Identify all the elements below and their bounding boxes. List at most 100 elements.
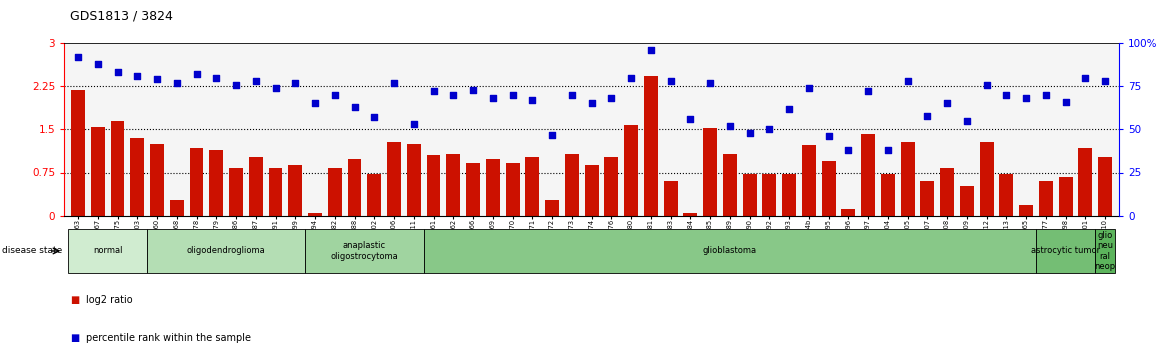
Point: [721, 123, 739, 129]
FancyBboxPatch shape: [68, 229, 147, 273]
Bar: [861, 134, 875, 216]
Bar: [624, 125, 638, 216]
Point: [109, 70, 127, 75]
Point: [741, 130, 759, 136]
Point: [621, 75, 640, 80]
Bar: [1098, 157, 1112, 216]
Bar: [901, 142, 915, 216]
Text: disease state: disease state: [2, 246, 63, 256]
Point: [424, 89, 443, 94]
Bar: [723, 154, 737, 216]
Point: [404, 121, 423, 127]
Point: [641, 47, 660, 53]
Bar: [1020, 205, 1033, 216]
Point: [227, 82, 245, 87]
Point: [1017, 96, 1036, 101]
Point: [898, 78, 917, 84]
Point: [464, 87, 482, 92]
Text: normal: normal: [93, 246, 123, 256]
Point: [602, 96, 620, 101]
FancyBboxPatch shape: [1036, 229, 1096, 273]
Bar: [703, 128, 717, 216]
Point: [306, 101, 325, 106]
Text: GDS1813 / 3824: GDS1813 / 3824: [70, 9, 173, 22]
Bar: [663, 181, 677, 216]
Bar: [348, 159, 361, 216]
Point: [661, 78, 680, 84]
Point: [858, 89, 877, 94]
Point: [780, 106, 799, 111]
Bar: [763, 174, 777, 216]
Point: [819, 134, 837, 139]
Point: [582, 101, 600, 106]
Text: anaplastic
oligostrocytoma: anaplastic oligostrocytoma: [331, 241, 398, 261]
Point: [997, 92, 1016, 98]
Point: [523, 97, 542, 103]
Point: [701, 80, 719, 86]
Bar: [249, 157, 263, 216]
Point: [543, 132, 562, 137]
Bar: [841, 209, 855, 216]
Bar: [802, 146, 815, 216]
Point: [128, 73, 147, 79]
Point: [207, 75, 225, 80]
Bar: [189, 148, 203, 216]
Point: [1096, 78, 1114, 84]
Bar: [526, 157, 540, 216]
Point: [978, 82, 996, 87]
Point: [167, 80, 186, 86]
Text: oligodendroglioma: oligodendroglioma: [187, 246, 265, 256]
Point: [364, 115, 383, 120]
Bar: [683, 213, 697, 216]
Bar: [822, 161, 835, 216]
Bar: [565, 154, 579, 216]
Bar: [426, 155, 440, 216]
Text: glio
neu
ral
neop: glio neu ral neop: [1094, 231, 1115, 271]
Point: [878, 147, 897, 153]
Bar: [269, 168, 283, 216]
Point: [444, 92, 463, 98]
Text: ■: ■: [70, 295, 79, 305]
Bar: [920, 181, 934, 216]
Bar: [328, 168, 342, 216]
FancyBboxPatch shape: [305, 229, 424, 273]
Bar: [91, 127, 105, 216]
Point: [1056, 99, 1075, 105]
Point: [346, 104, 364, 110]
Point: [938, 101, 957, 106]
Point: [1036, 92, 1055, 98]
Bar: [585, 165, 598, 216]
Point: [839, 147, 857, 153]
Point: [246, 78, 265, 84]
Bar: [783, 174, 797, 216]
Bar: [308, 213, 322, 216]
FancyBboxPatch shape: [1096, 229, 1115, 273]
Bar: [446, 154, 460, 216]
Point: [958, 118, 976, 124]
Text: log2 ratio: log2 ratio: [86, 295, 133, 305]
Bar: [980, 142, 994, 216]
Bar: [486, 159, 500, 216]
FancyBboxPatch shape: [147, 229, 305, 273]
Point: [503, 92, 522, 98]
Point: [89, 61, 107, 67]
Bar: [368, 174, 381, 216]
Bar: [960, 186, 974, 216]
Bar: [1078, 148, 1092, 216]
Bar: [288, 165, 303, 216]
Bar: [151, 144, 164, 216]
Point: [563, 92, 582, 98]
Text: astrocytic tumor: astrocytic tumor: [1031, 246, 1100, 256]
Bar: [1000, 174, 1014, 216]
Bar: [644, 77, 658, 216]
Bar: [131, 138, 144, 216]
Point: [484, 96, 502, 101]
Point: [384, 80, 403, 86]
Point: [187, 71, 206, 77]
Text: ■: ■: [70, 333, 79, 343]
Point: [69, 54, 88, 60]
FancyBboxPatch shape: [424, 229, 1036, 273]
Point: [760, 127, 779, 132]
Bar: [506, 163, 520, 216]
Bar: [111, 121, 125, 216]
